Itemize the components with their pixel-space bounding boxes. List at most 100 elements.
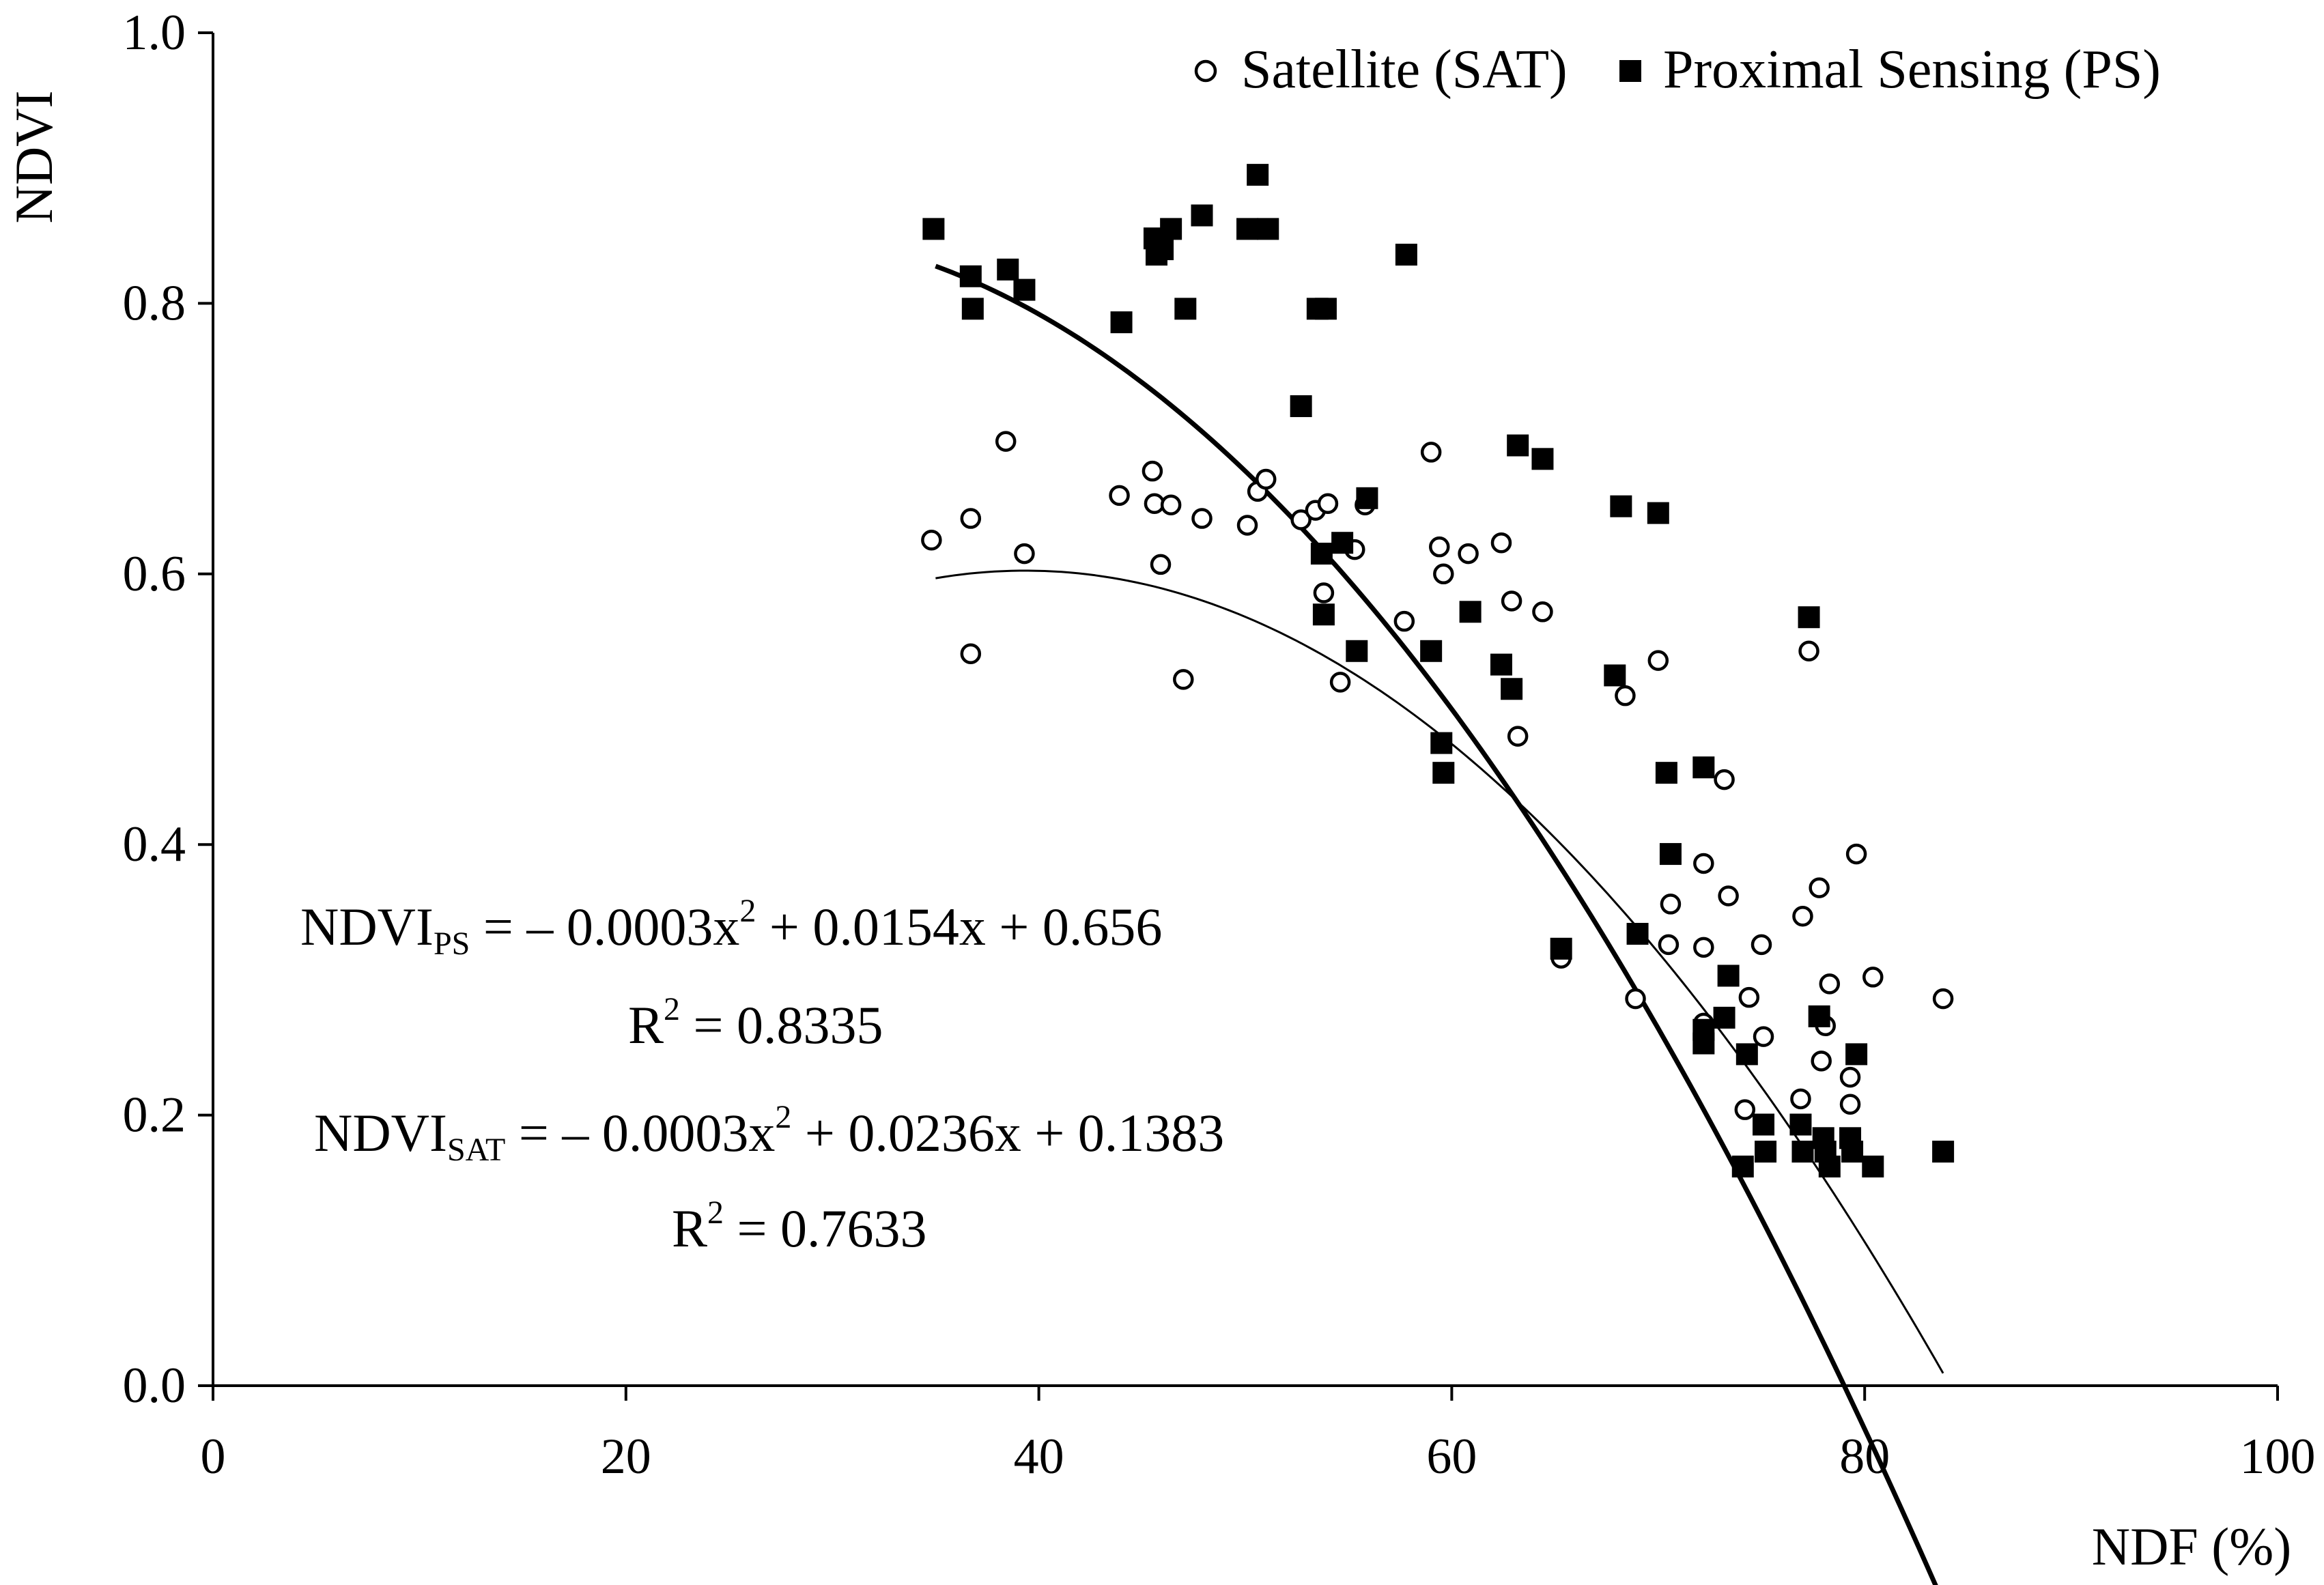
ps-point [1626, 923, 1649, 945]
x-tick-label: 0 [201, 1429, 226, 1485]
legend-sat-label: Satellite (SAT) [1241, 40, 1568, 100]
ps-point [1841, 1141, 1864, 1163]
sat-point [1660, 894, 1682, 915]
sat-point [1819, 973, 1841, 995]
ps-point [1717, 965, 1740, 987]
sat-point [1150, 554, 1172, 575]
sat-point [1433, 563, 1454, 585]
sat-point [1839, 1066, 1861, 1088]
ps-point [1755, 1141, 1777, 1163]
sat-point [1014, 543, 1035, 565]
sat-point [1647, 650, 1669, 671]
ps-eq-lhs: NDVI [300, 897, 434, 956]
ps-point [1395, 244, 1417, 266]
x-tick-label: 60 [1426, 1429, 1477, 1485]
x-tick-label: 20 [601, 1429, 651, 1485]
ps-point [1692, 1032, 1715, 1055]
ps-point [1430, 732, 1453, 754]
svg-text:R2 = 0.8335: R2 = 0.8335 [628, 991, 883, 1055]
x-axis-title: NDF (%) [2092, 1517, 2291, 1576]
ps-point [1346, 640, 1368, 662]
sat-point [1173, 669, 1194, 690]
legend-ps-label: Proximal Sensing (PS) [1663, 40, 2161, 100]
sat-point [1718, 885, 1739, 906]
sat-eq-lhs: NDVI [314, 1103, 447, 1162]
legend-ps-marker [1619, 60, 1641, 82]
ps-point [1247, 164, 1269, 186]
sat-point [921, 530, 942, 551]
ps-point [1789, 1113, 1812, 1136]
ps-point [1818, 1155, 1841, 1177]
sat-point [1809, 877, 1830, 898]
sat-point [1658, 934, 1680, 956]
ps-point [961, 298, 984, 320]
ps-point [1356, 487, 1378, 509]
ps-point [1932, 1141, 1955, 1163]
sat-point [1142, 460, 1163, 482]
ps-point [1753, 1113, 1775, 1136]
ps-point [1110, 311, 1133, 334]
ps-point [1791, 1141, 1814, 1163]
legend-sat-marker [1194, 59, 1217, 83]
y-tick-label: 0.2 [123, 1087, 186, 1143]
ps-point [1659, 843, 1682, 866]
ps-point [1174, 298, 1197, 320]
sat-point [1625, 988, 1646, 1010]
sat-point [1393, 610, 1415, 632]
ps-point [1808, 1005, 1830, 1027]
sat-r2-lhs: R [672, 1199, 707, 1258]
sat-point [1420, 442, 1442, 463]
ps-eq-mid: = – 0.0003x [470, 897, 739, 956]
svg-text:NDVISAT = – 0.0003x2 + 0.0236x: NDVISAT = – 0.0003x2 + 0.0236x + 0.1383 [314, 1099, 1224, 1168]
ps-point [1731, 1155, 1754, 1177]
svg-text:NDVIPS = – 0.0003x2 + 0.0154x: NDVIPS = – 0.0003x2 + 0.0154x + 0.656 [300, 893, 1162, 962]
ps-point [1191, 204, 1213, 227]
sat-r2-rhs: = 0.7633 [724, 1199, 927, 1258]
sat-point [1693, 937, 1714, 958]
ps-trendline [935, 263, 1938, 1585]
ps-point [1490, 653, 1512, 676]
sat-point [1932, 988, 1954, 1010]
x-tick-label: 80 [1839, 1429, 1890, 1485]
ps-eq-sub: PS [434, 926, 470, 962]
ps-point [1692, 756, 1715, 779]
ps-point [1604, 664, 1626, 687]
sat-point [1490, 532, 1512, 554]
ps-point [1655, 762, 1677, 784]
ps-point [1257, 218, 1279, 240]
y-tick-label: 0.6 [123, 546, 186, 602]
ps-point [1314, 298, 1337, 320]
y-tick-label: 0.0 [123, 1358, 186, 1414]
sat-point [1507, 726, 1529, 747]
sat-point [1532, 601, 1553, 623]
ps-point [1152, 238, 1174, 261]
sat-point [960, 643, 982, 664]
legend: Satellite (SAT) Proximal Sensing (PS) [1194, 40, 2161, 100]
sat-point [1751, 934, 1772, 956]
x-tick-label: 100 [2240, 1429, 2316, 1485]
ps-eq-rhs: + 0.0154x + 0.656 [756, 897, 1162, 956]
sat-point [1290, 509, 1312, 530]
sat-eq-sub: SAT [447, 1132, 505, 1168]
ps-point [959, 265, 982, 287]
ps-point [1501, 678, 1523, 700]
ps-point [922, 218, 945, 240]
ps-point [1550, 937, 1572, 960]
ps-point [1610, 495, 1632, 517]
ps-r2-rhs: = 0.8335 [680, 995, 883, 1055]
sat-eq-sup: 2 [775, 1099, 791, 1135]
sat-point [1313, 582, 1335, 603]
sat-point [1160, 494, 1182, 515]
ps-point [1432, 762, 1455, 784]
sat-point [1839, 1094, 1861, 1115]
sat-point [1329, 672, 1351, 693]
ps-equation: NDVIPS = – 0.0003x2 + 0.0154x + 0.656 R2… [300, 893, 1162, 1055]
ps-point [1310, 543, 1333, 565]
y-tick-label: 0.4 [123, 816, 186, 872]
sat-point [1753, 1026, 1774, 1047]
sat-point [960, 508, 982, 529]
ps-point [1459, 601, 1482, 623]
sat-point [1798, 640, 1819, 662]
sat-point [1862, 967, 1884, 988]
